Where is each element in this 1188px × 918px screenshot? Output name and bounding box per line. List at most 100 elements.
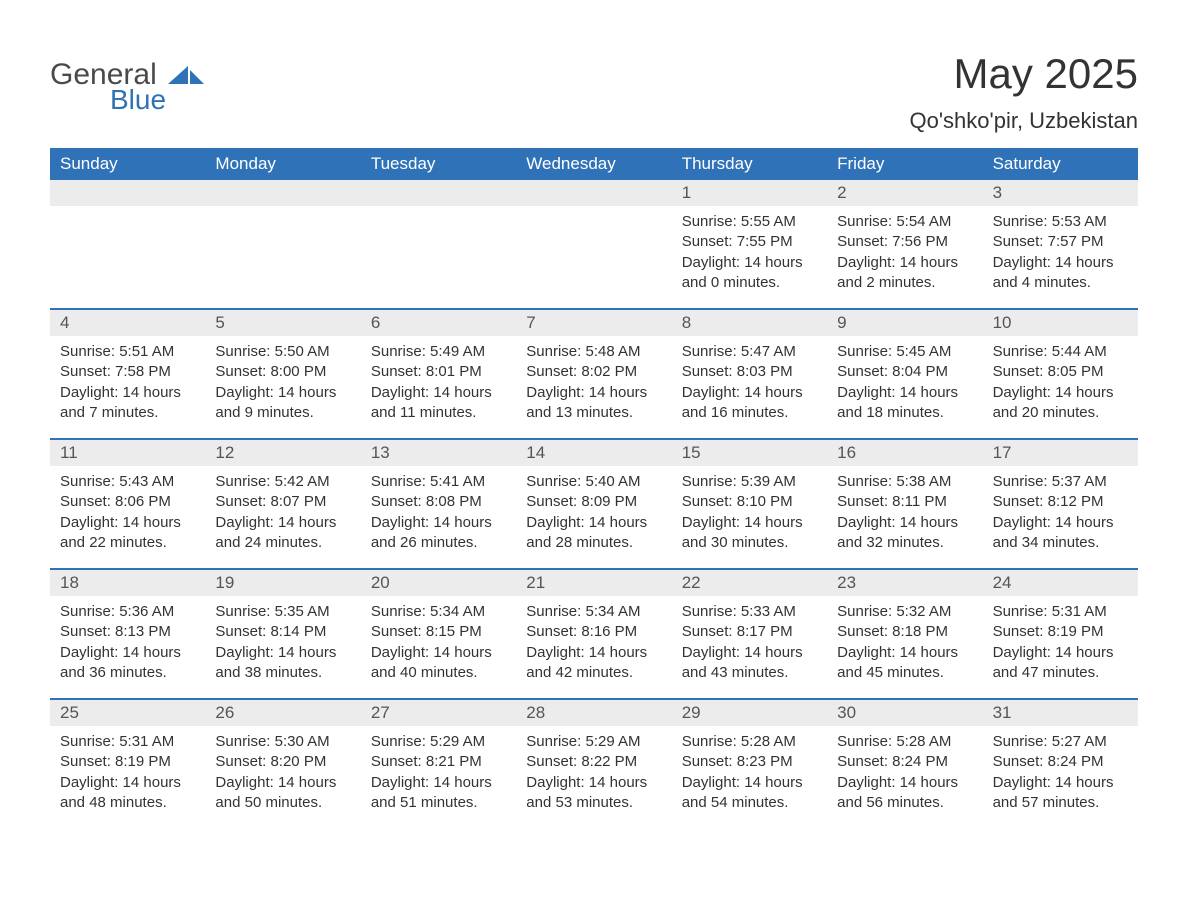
day-body: Sunrise: 5:49 AMSunset: 8:01 PMDaylight:… [361,336,516,423]
day-body: Sunrise: 5:32 AMSunset: 8:18 PMDaylight:… [827,596,982,683]
day-sunrise: Sunrise: 5:29 AM [371,732,506,752]
day-cell: 27Sunrise: 5:29 AMSunset: 8:21 PMDayligh… [361,700,516,828]
day-cell: 3Sunrise: 5:53 AMSunset: 7:57 PMDaylight… [983,180,1138,308]
day-daylight1: Daylight: 14 hours [837,643,972,663]
day-number: 18 [50,570,205,596]
day-daylight2: and 53 minutes. [526,793,661,813]
day-number: 26 [205,700,360,726]
day-daylight1: Daylight: 14 hours [215,643,350,663]
day-number: 24 [983,570,1138,596]
day-daylight1: Daylight: 14 hours [682,643,817,663]
day-sunset: Sunset: 8:23 PM [682,752,817,772]
calendar: SundayMondayTuesdayWednesdayThursdayFrid… [50,148,1138,828]
day-cell: 10Sunrise: 5:44 AMSunset: 8:05 PMDayligh… [983,310,1138,438]
day-daylight2: and 30 minutes. [682,533,817,553]
day-daylight2: and 45 minutes. [837,663,972,683]
day-cell: 29Sunrise: 5:28 AMSunset: 8:23 PMDayligh… [672,700,827,828]
day-cell [50,180,205,308]
day-sunrise: Sunrise: 5:35 AM [215,602,350,622]
day-daylight1: Daylight: 14 hours [682,773,817,793]
day-number: 20 [361,570,516,596]
dow-cell: Thursday [672,148,827,180]
day-sunset: Sunset: 7:56 PM [837,232,972,252]
day-daylight1: Daylight: 14 hours [215,773,350,793]
day-number: 28 [516,700,671,726]
day-number: 9 [827,310,982,336]
day-daylight1: Daylight: 14 hours [837,383,972,403]
day-daylight1: Daylight: 14 hours [682,513,817,533]
day-sunset: Sunset: 8:03 PM [682,362,817,382]
day-sunset: Sunset: 8:02 PM [526,362,661,382]
day-cell: 23Sunrise: 5:32 AMSunset: 8:18 PMDayligh… [827,570,982,698]
day-body: Sunrise: 5:38 AMSunset: 8:11 PMDaylight:… [827,466,982,553]
day-sunrise: Sunrise: 5:34 AM [371,602,506,622]
day-sunset: Sunset: 8:11 PM [837,492,972,512]
day-number: 31 [983,700,1138,726]
day-daylight1: Daylight: 14 hours [371,773,506,793]
day-daylight2: and 47 minutes. [993,663,1128,683]
day-daylight2: and 2 minutes. [837,273,972,293]
day-cell: 15Sunrise: 5:39 AMSunset: 8:10 PMDayligh… [672,440,827,568]
day-sunset: Sunset: 8:24 PM [993,752,1128,772]
day-daylight2: and 26 minutes. [371,533,506,553]
day-sunrise: Sunrise: 5:51 AM [60,342,195,362]
day-number: 15 [672,440,827,466]
day-daylight1: Daylight: 14 hours [837,773,972,793]
day-body: Sunrise: 5:34 AMSunset: 8:16 PMDaylight:… [516,596,671,683]
day-sunrise: Sunrise: 5:54 AM [837,212,972,232]
day-cell: 24Sunrise: 5:31 AMSunset: 8:19 PMDayligh… [983,570,1138,698]
day-daylight2: and 18 minutes. [837,403,972,423]
day-daylight1: Daylight: 14 hours [526,773,661,793]
dow-cell: Friday [827,148,982,180]
day-sunset: Sunset: 8:19 PM [993,622,1128,642]
day-daylight2: and 34 minutes. [993,533,1128,553]
location-label: Qo'shko'pir, Uzbekistan [909,108,1138,134]
day-sunrise: Sunrise: 5:31 AM [993,602,1128,622]
day-sunrise: Sunrise: 5:32 AM [837,602,972,622]
day-sunrise: Sunrise: 5:37 AM [993,472,1128,492]
day-cell: 8Sunrise: 5:47 AMSunset: 8:03 PMDaylight… [672,310,827,438]
day-daylight2: and 56 minutes. [837,793,972,813]
brand-text: General Blue [50,60,166,114]
day-body: Sunrise: 5:28 AMSunset: 8:24 PMDaylight:… [827,726,982,813]
day-daylight1: Daylight: 14 hours [682,383,817,403]
day-daylight2: and 4 minutes. [993,273,1128,293]
day-number: 11 [50,440,205,466]
day-number: 19 [205,570,360,596]
day-cell: 21Sunrise: 5:34 AMSunset: 8:16 PMDayligh… [516,570,671,698]
day-sunset: Sunset: 8:24 PM [837,752,972,772]
day-sunset: Sunset: 8:06 PM [60,492,195,512]
day-daylight2: and 54 minutes. [682,793,817,813]
day-cell: 22Sunrise: 5:33 AMSunset: 8:17 PMDayligh… [672,570,827,698]
day-body: Sunrise: 5:35 AMSunset: 8:14 PMDaylight:… [205,596,360,683]
day-cell: 13Sunrise: 5:41 AMSunset: 8:08 PMDayligh… [361,440,516,568]
day-number: 16 [827,440,982,466]
day-cell: 25Sunrise: 5:31 AMSunset: 8:19 PMDayligh… [50,700,205,828]
day-daylight1: Daylight: 14 hours [837,253,972,273]
day-daylight2: and 50 minutes. [215,793,350,813]
day-body: Sunrise: 5:55 AMSunset: 7:55 PMDaylight:… [672,206,827,293]
day-sunrise: Sunrise: 5:45 AM [837,342,972,362]
day-body: Sunrise: 5:34 AMSunset: 8:15 PMDaylight:… [361,596,516,683]
day-daylight1: Daylight: 14 hours [526,643,661,663]
day-daylight1: Daylight: 14 hours [682,253,817,273]
day-sunset: Sunset: 8:15 PM [371,622,506,642]
day-sunset: Sunset: 8:12 PM [993,492,1128,512]
day-sunset: Sunset: 8:20 PM [215,752,350,772]
day-sunrise: Sunrise: 5:40 AM [526,472,661,492]
day-daylight2: and 11 minutes. [371,403,506,423]
day-cell: 2Sunrise: 5:54 AMSunset: 7:56 PMDaylight… [827,180,982,308]
calendar-week: 25Sunrise: 5:31 AMSunset: 8:19 PMDayligh… [50,698,1138,828]
day-sunrise: Sunrise: 5:33 AM [682,602,817,622]
day-daylight2: and 57 minutes. [993,793,1128,813]
day-daylight2: and 43 minutes. [682,663,817,683]
day-sunset: Sunset: 8:21 PM [371,752,506,772]
day-number [516,180,671,206]
calendar-week: 1Sunrise: 5:55 AMSunset: 7:55 PMDaylight… [50,180,1138,308]
day-sunset: Sunset: 8:16 PM [526,622,661,642]
day-cell: 17Sunrise: 5:37 AMSunset: 8:12 PMDayligh… [983,440,1138,568]
day-sunset: Sunset: 8:19 PM [60,752,195,772]
day-sunrise: Sunrise: 5:39 AM [682,472,817,492]
day-number: 29 [672,700,827,726]
day-daylight1: Daylight: 14 hours [371,513,506,533]
